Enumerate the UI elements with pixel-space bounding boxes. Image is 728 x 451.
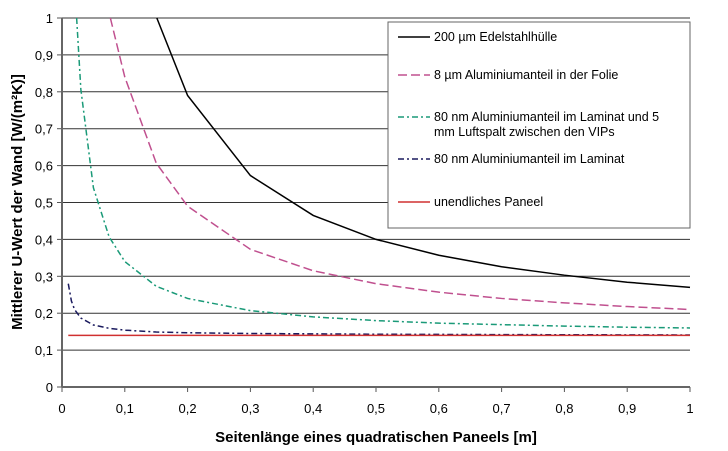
series-line-2 (109, 17, 691, 311)
x-tick-label: 0,4 (304, 401, 322, 416)
x-tick-label: 0,6 (430, 401, 448, 416)
series-line-3 (75, 17, 691, 329)
y-tick-label: 0,2 (35, 306, 53, 321)
x-tick-label: 0,3 (241, 401, 259, 416)
legend-label: 200 µm Edelstahlhülle (434, 30, 557, 44)
x-tick-label: 1 (686, 401, 693, 416)
y-tick-label: 0,3 (35, 269, 53, 284)
x-tick-label: 0,9 (618, 401, 636, 416)
y-tick-label: 0,8 (35, 85, 53, 100)
legend-label: 80 nm Aluminiumanteil im Laminat (434, 152, 625, 166)
series-line-4 (67, 283, 691, 336)
y-tick-label: 0,6 (35, 159, 53, 174)
y-tick-label: 0,5 (35, 196, 53, 211)
x-tick-label: 0,8 (555, 401, 573, 416)
x-tick-label: 0,1 (116, 401, 134, 416)
y-tick-label: 0,7 (35, 122, 53, 137)
x-tick-label: 0 (58, 401, 65, 416)
y-tick-label: 0,1 (35, 343, 53, 358)
x-tick-label: 0,2 (179, 401, 197, 416)
legend-label: 8 µm Aluminiumanteil in der Folie (434, 68, 618, 82)
y-axis-title: Mittlerer U-Wert der Wand [W/(m²K)] (9, 74, 26, 330)
legend-label: 80 nm Aluminiumanteil im Laminat und 5 mm… (434, 110, 659, 139)
legend-box (387, 21, 691, 229)
series-line-1 (156, 17, 691, 289)
x-tick-label: 0,7 (493, 401, 511, 416)
legend-label: unendliches Paneel (434, 195, 543, 209)
y-tick-label: 0,9 (35, 48, 53, 63)
x-tick-label: 0,5 (367, 401, 385, 416)
y-tick-label: 1 (46, 11, 53, 26)
y-tick-label: 0,4 (35, 232, 53, 247)
x-axis-title: Seitenlänge eines quadratischen Paneels … (215, 429, 537, 446)
y-tick-label: 0 (46, 380, 53, 395)
